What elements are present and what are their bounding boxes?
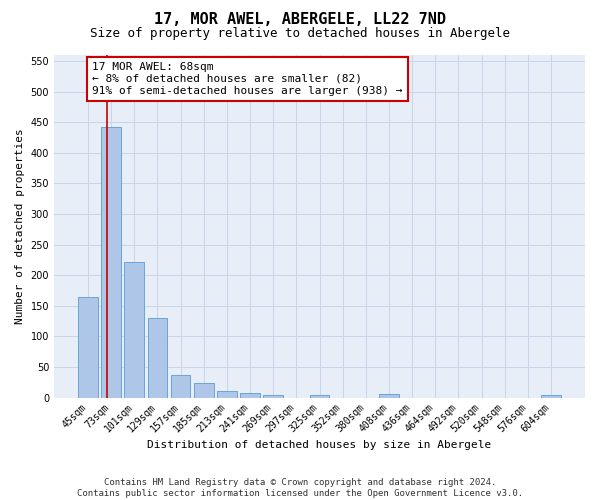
Bar bbox=[240, 394, 260, 398]
Bar bbox=[124, 262, 144, 398]
Y-axis label: Number of detached properties: Number of detached properties bbox=[15, 128, 25, 324]
Text: Size of property relative to detached houses in Abergele: Size of property relative to detached ho… bbox=[90, 28, 510, 40]
Bar bbox=[541, 394, 561, 398]
Bar bbox=[217, 392, 237, 398]
Bar bbox=[78, 296, 98, 398]
Bar bbox=[379, 394, 399, 398]
Bar bbox=[148, 318, 167, 398]
X-axis label: Distribution of detached houses by size in Abergele: Distribution of detached houses by size … bbox=[148, 440, 491, 450]
Text: 17 MOR AWEL: 68sqm
← 8% of detached houses are smaller (82)
91% of semi-detached: 17 MOR AWEL: 68sqm ← 8% of detached hous… bbox=[92, 62, 403, 96]
Text: 17, MOR AWEL, ABERGELE, LL22 7ND: 17, MOR AWEL, ABERGELE, LL22 7ND bbox=[154, 12, 446, 28]
Bar bbox=[263, 394, 283, 398]
Bar bbox=[194, 383, 214, 398]
Text: Contains HM Land Registry data © Crown copyright and database right 2024.
Contai: Contains HM Land Registry data © Crown c… bbox=[77, 478, 523, 498]
Bar bbox=[171, 375, 190, 398]
Bar bbox=[310, 394, 329, 398]
Bar bbox=[101, 126, 121, 398]
